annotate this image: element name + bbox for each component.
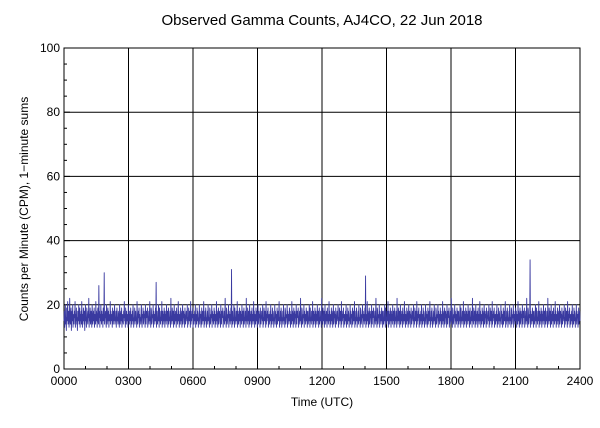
y-tick-label: 0	[53, 362, 60, 376]
y-tick-label: 40	[47, 234, 61, 248]
series-group	[63, 259, 581, 331]
x-tick-label: 0000	[51, 374, 78, 388]
y-tick-label: 100	[40, 41, 60, 55]
series-line-0	[63, 259, 581, 331]
y-tick-labels: 0 20 40 60 80 100	[40, 41, 60, 376]
x-tick-labels: 0000 0300 0600 0900 1200 1500 1800 2100 2400	[51, 374, 594, 388]
chart-title: Observed Gamma Counts, AJ4CO, 22 Jun 201…	[162, 12, 483, 29]
y-tick-label: 80	[47, 105, 61, 119]
x-tick-label: 0600	[180, 374, 207, 388]
x-tick-label: 2400	[567, 374, 594, 388]
minor-ticks	[63, 47, 581, 370]
x-axis-label: Time (UTC)	[291, 395, 353, 409]
x-tick-label: 1800	[438, 374, 465, 388]
x-tick-label: 2100	[502, 374, 529, 388]
y-tick-label: 60	[47, 169, 61, 183]
x-tick-label: 0300	[115, 374, 142, 388]
x-tick-label: 0900	[244, 374, 271, 388]
x-tick-label: 1200	[309, 374, 336, 388]
y-tick-label: 20	[47, 298, 61, 312]
y-axis-label: Counts per Minute (CPM), 1−minute sums	[17, 97, 31, 321]
x-tick-label: 1500	[373, 374, 400, 388]
